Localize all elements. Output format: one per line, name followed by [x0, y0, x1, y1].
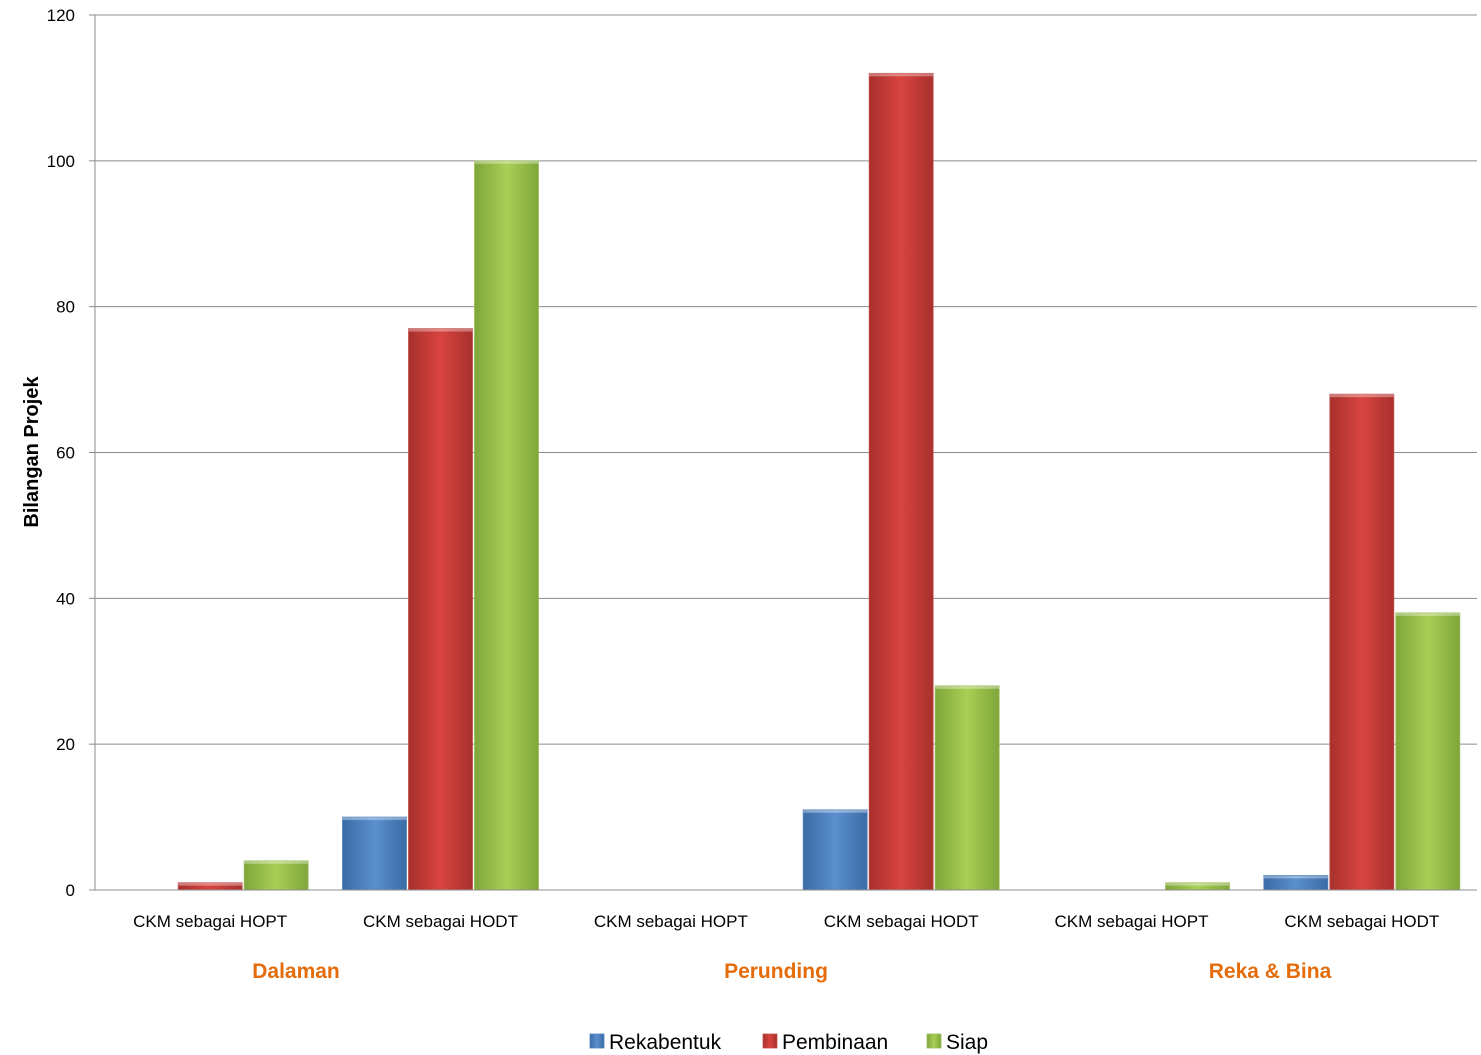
bar-siap: [243, 860, 309, 891]
group-label: Perunding: [724, 960, 828, 983]
gridlines: [89, 14, 1477, 891]
bar-pembinaan: [868, 72, 934, 891]
bars: [177, 72, 1461, 891]
category-label: CKM sebagai HODT: [824, 912, 979, 931]
bar-siap: [474, 160, 539, 891]
category-label: CKM sebagai HOPT: [594, 912, 748, 931]
y-tick-label: 100: [47, 152, 75, 171]
bar-siap: [1395, 612, 1461, 891]
group-labels: Dalaman Perunding Reka & Bina: [252, 960, 1331, 983]
category-label: CKM sebagai HODT: [363, 912, 518, 931]
bar-top-highlight: [342, 817, 407, 821]
bar-top-highlight: [1165, 882, 1230, 886]
bar-pembinaan: [408, 328, 473, 891]
bar-top-highlight: [178, 882, 243, 886]
bar-pembinaan: [1329, 393, 1395, 891]
legend-label: Siap: [946, 1031, 988, 1054]
category-label: CKM sebagai HODT: [1284, 912, 1439, 931]
bar-top-highlight: [408, 328, 473, 332]
category-labels: CKM sebagai HOPT CKM sebagai HODT CKM seba…: [133, 912, 1439, 931]
bar-top-highlight: [1329, 394, 1394, 398]
y-axis-label: Bilangan Projek: [21, 376, 43, 528]
y-tick-label: 40: [56, 589, 75, 608]
y-tick-label: 60: [56, 444, 75, 463]
category-label: CKM sebagai HOPT: [133, 912, 287, 931]
bar-top-highlight: [474, 160, 539, 164]
y-tick-label: 120: [47, 6, 75, 25]
group-label: Reka & Bina: [1209, 960, 1332, 983]
axes: [94, 15, 1477, 891]
legend-swatch-pembinaan: [762, 1033, 778, 1049]
bar-top-highlight: [869, 73, 934, 77]
bar-top-highlight: [1263, 875, 1328, 879]
bar-top-highlight: [935, 685, 1000, 689]
legend-swatch-siap: [926, 1033, 942, 1049]
legend-swatch-rekabentuk: [589, 1033, 605, 1049]
bar-top-highlight: [803, 809, 868, 813]
bar-rekabentuk: [802, 809, 868, 891]
y-tick-labels: 0 20 40 60 80 100 120: [47, 6, 75, 900]
legend-label: Rekabentuk: [609, 1031, 722, 1054]
category-label: CKM sebagai HOPT: [1055, 912, 1209, 931]
bar-top-highlight: [1395, 612, 1460, 616]
legend-label: Pembinaan: [782, 1031, 888, 1054]
y-tick-label: 0: [66, 881, 75, 900]
bar-siap: [934, 685, 1000, 891]
group-label: Dalaman: [252, 960, 340, 983]
y-tick-label: 20: [56, 735, 75, 754]
bar-rekabentuk: [342, 816, 407, 891]
y-tick-label: 80: [56, 298, 75, 317]
legend: Rekabentuk Pembinaan Siap: [589, 1031, 988, 1054]
bar-top-highlight: [244, 860, 309, 864]
